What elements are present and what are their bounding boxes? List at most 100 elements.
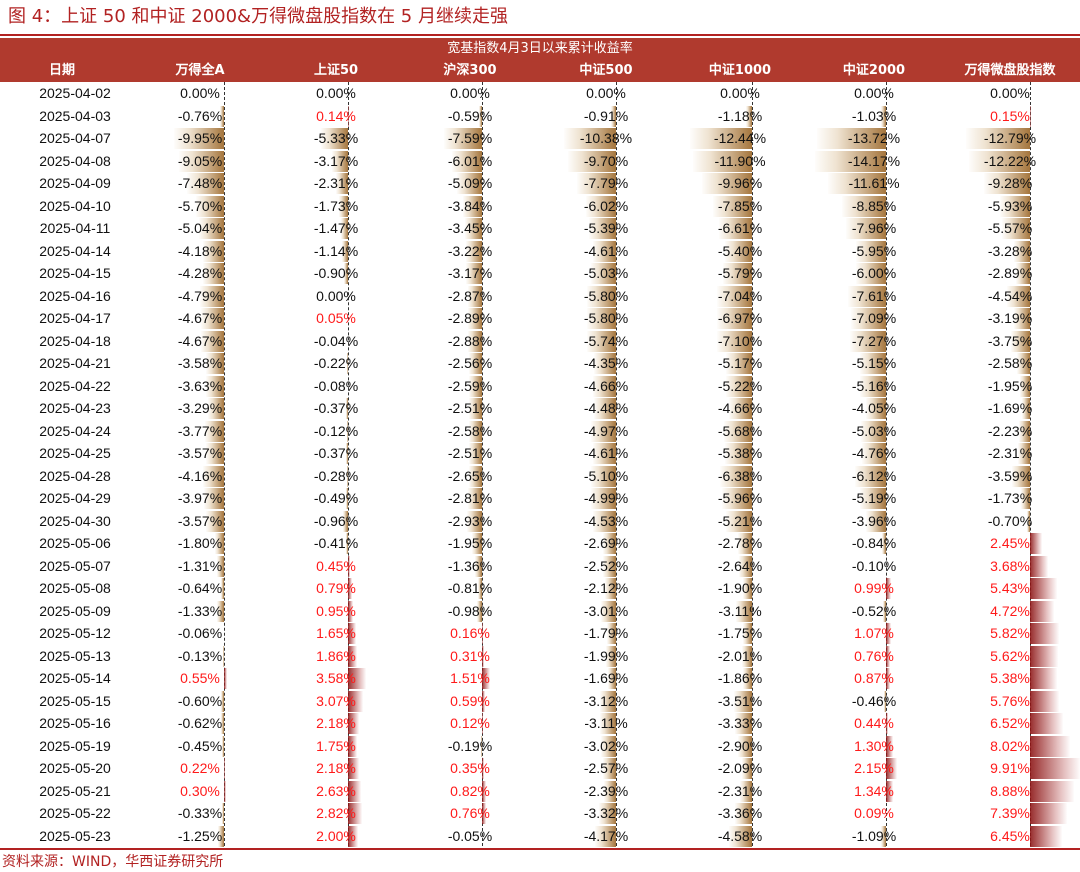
value-cell: -0.59% [447,107,493,124]
data-bar [340,218,348,239]
zero-axis-line [752,82,753,846]
value-cell: 1.34% [854,782,894,799]
data-bar [742,668,752,689]
value-cell: -7.09% [851,310,897,326]
data-bar [983,173,1030,194]
data-bar [186,173,224,194]
data-bar [223,645,224,667]
value-cell: 0.15% [990,107,1030,124]
date-cell: 2025-05-20 [39,760,111,776]
value-cell: -4.76% [851,445,897,461]
data-bar [689,128,752,149]
data-bar [886,668,891,689]
data-bar [482,713,483,734]
value-cell: -4.28% [177,265,223,281]
data-bar [728,398,752,419]
date-cell: 2025-04-14 [39,242,111,259]
value-cell: -12.22% [983,152,1037,169]
value-cell: -4.66% [583,377,629,394]
data-bar [1030,713,1063,734]
data-bar [1021,398,1030,419]
value-cell: -2.90% [717,737,763,754]
data-bar [215,533,224,554]
data-bar [600,690,616,712]
date-cell: 2025-04-08 [39,152,111,169]
value-cell: -0.64% [177,580,223,596]
value-cell: -2.01% [717,647,763,664]
value-cell: -4.66% [717,400,763,416]
data-bar [462,195,482,217]
column-header-4: 中证500 [579,63,633,78]
data-bar [469,420,482,442]
date-cell: 2025-05-06 [39,535,111,551]
value-cell: 0.16% [450,625,490,641]
value-cell: -0.22% [313,355,359,371]
date-cell: 2025-04-28 [39,467,111,484]
value-cell: 2.18% [316,760,356,776]
data-bar [1030,105,1031,127]
data-bar [348,668,366,689]
column-header-3: 沪深300 [443,63,497,78]
table-row: 2025-04-14 -4.18% -1.14% -3.22% -4.61% -5.40%… [0,240,1080,263]
top-rule [0,34,1080,36]
data-bar [600,600,616,622]
data-bar [734,690,752,712]
value-cell: 0.00% [586,85,626,101]
data-bar [590,263,616,284]
data-bar [1020,375,1030,397]
data-bar [469,375,482,397]
value-cell: -7.59% [447,130,493,146]
data-bar [343,263,348,284]
value-cell: -14.17% [847,152,901,169]
value-cell: -2.93% [447,512,493,529]
value-cell: -3.29% [177,400,223,416]
value-cell: -3.57% [177,512,223,529]
value-cell: -1.03% [851,107,897,124]
value-cell: -4.99% [583,490,629,506]
data-bar [348,578,352,599]
value-cell: -5.80% [583,310,629,326]
data-bar [865,398,886,419]
date-cell: 2025-05-09 [39,602,111,619]
date-cell: 2025-04-11 [39,220,111,236]
data-bar [1030,578,1058,599]
data-bar [342,240,348,262]
data-bar [737,735,752,757]
data-bar [860,375,886,397]
value-cell: -6.38% [717,467,763,484]
value-cell: 5.76% [990,692,1030,709]
value-cell: -1.69% [583,670,629,686]
data-bar [603,758,616,779]
data-bar [607,668,616,689]
data-bar [1026,510,1030,532]
value-cell: -0.96% [313,512,359,529]
value-cell: -3.77% [177,422,223,439]
data-bar [346,465,348,487]
value-cell: -0.04% [313,332,359,349]
date-cell: 2025-04-29 [39,490,111,506]
table-row: 2025-04-18 -4.67% -0.04% -2.88% -5.74% -7.10%… [0,330,1080,353]
data-bar [1017,353,1030,374]
data-bar [217,825,224,847]
data-bar [206,353,224,374]
data-bar [1018,420,1030,442]
value-cell: -5.15% [851,355,897,371]
value-cell: -1.79% [583,625,629,641]
value-cell: -1.99% [583,647,629,664]
table-row: 2025-05-12 -0.06% 1.65% 0.16% -1.79% -1.75% 1.… [0,622,1080,645]
data-bar [348,555,351,577]
date-cell: 2025-04-16 [39,287,111,304]
data-bar [217,600,224,622]
value-cell: -5.70% [177,197,223,214]
data-bar [482,690,485,712]
table-row: 2025-05-09 -1.33% 0.95% -0.98% -3.01% -3.11% -… [0,600,1080,623]
data-bar [862,443,886,464]
value-cell: 0.12% [450,715,490,731]
value-cell: 2.18% [316,715,356,731]
value-cell: -0.49% [313,490,359,506]
value-cell: -5.40% [717,242,763,259]
value-cell: -2.87% [447,287,493,304]
data-bar [475,555,482,577]
value-cell: -2.31% [717,782,763,799]
data-bar [321,128,348,149]
